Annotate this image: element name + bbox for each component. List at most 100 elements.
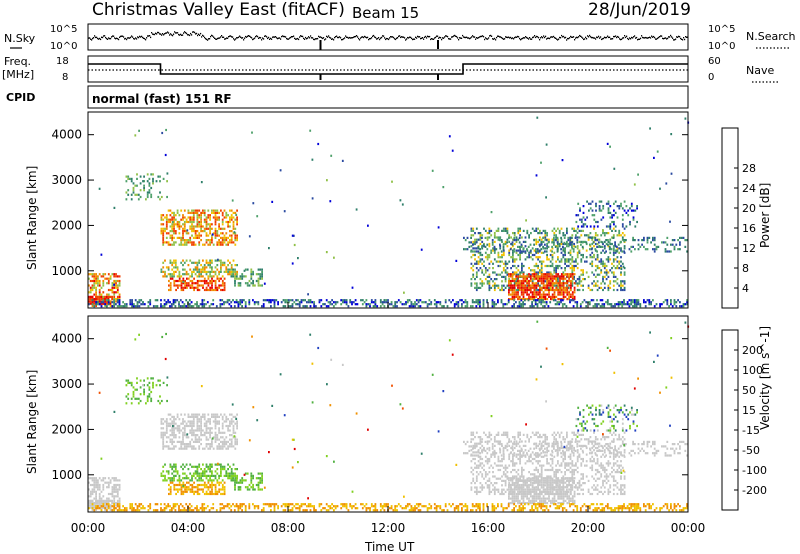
range-gate-cell [220, 227, 222, 230]
range-gate-cell [293, 243, 296, 247]
range-gate-cell [214, 483, 217, 487]
range-gate-cell [566, 279, 569, 283]
range-gate-cell [533, 253, 536, 257]
range-gate-cell [403, 303, 406, 306]
range-gate-cell [196, 288, 199, 292]
noise-point [571, 36, 573, 38]
range-gate-cell [227, 447, 229, 450]
range-gate-cell [95, 275, 97, 278]
range-gate-cell [623, 303, 625, 306]
range-gate-cell [113, 305, 115, 308]
noise-point [606, 36, 608, 39]
range-gate-cell [591, 256, 594, 259]
range-gate-cell [196, 420, 199, 423]
range-gate-cell [492, 271, 494, 274]
range-gate-cell [216, 415, 219, 418]
noise-point [687, 36, 689, 38]
range-gate-cell [591, 260, 594, 263]
range-gate-cell [570, 295, 572, 298]
range-gate-cell [200, 225, 202, 228]
range-gate-cell [220, 447, 222, 450]
range-gate-cell [521, 271, 523, 274]
range-gate-cell [493, 455, 496, 458]
noise-point [392, 36, 394, 38]
range-gate-cell [620, 273, 622, 276]
range-gate-cell [248, 284, 251, 287]
range-gate-cell [98, 298, 101, 301]
range-gate-cell [540, 293, 543, 296]
range-gate-cell [187, 241, 190, 244]
range-gate-cell [493, 271, 496, 274]
range-gate-cell [560, 236, 562, 239]
range-gate-cell [502, 288, 505, 292]
range-gate-cell [186, 488, 188, 491]
range-gate-cell [578, 229, 581, 232]
noise-point [512, 37, 514, 39]
range-gate-cell [232, 270, 235, 273]
range-gate-cell [385, 301, 388, 304]
range-gate-cell [230, 236, 233, 239]
range-gate-cell [180, 243, 183, 246]
range-gate-cell [118, 284, 121, 287]
range-gate-cell [100, 506, 103, 509]
noise-point [608, 36, 610, 39]
range-gate-cell [196, 303, 198, 306]
range-gate-cell [165, 275, 168, 278]
range-gate-cell [180, 440, 183, 443]
range-gate-cell [212, 299, 215, 302]
range-gate-cell [259, 284, 262, 287]
range-gate-cell [567, 258, 570, 261]
noise-point [107, 38, 109, 40]
range-gate-cell [515, 236, 518, 239]
noise-point [454, 34, 456, 37]
noise-point [308, 36, 310, 38]
range-gate-cell [169, 479, 172, 482]
range-gate-cell [684, 303, 687, 306]
noise-point [375, 36, 377, 39]
range-gate-cell [576, 247, 579, 250]
range-gate-cell [546, 247, 548, 250]
range-gate-cell [180, 413, 183, 416]
range-gate-cell [632, 299, 634, 302]
range-gate-cell [501, 288, 503, 292]
range-gate-cell [200, 488, 203, 491]
range-gate-cell [257, 477, 260, 480]
noise-point [672, 37, 674, 39]
range-gate-cell [306, 301, 308, 304]
noise-point [126, 38, 128, 41]
noise-point [435, 36, 437, 39]
noise-point [201, 36, 203, 38]
range-gate-cell [189, 483, 192, 487]
range-gate-cell [237, 481, 240, 484]
range-gate-cell [539, 286, 541, 289]
range-gate-cell [591, 209, 594, 212]
range-gate-cell [173, 223, 175, 226]
freq-trace [88, 63, 688, 80]
range-gate-cell [295, 303, 297, 306]
range-gate-cell [232, 445, 235, 448]
range-gate-cell [173, 225, 175, 228]
range-gate-cell [196, 483, 199, 487]
range-gate-cell [188, 303, 191, 306]
range-gate-cell [517, 291, 519, 294]
range-gate-cell [551, 250, 553, 253]
range-gate-cell [470, 305, 472, 308]
range-gate-cell [152, 305, 155, 308]
range-gate-cell [235, 477, 238, 480]
range-gate-cell [555, 271, 557, 274]
range-gate-cell [189, 259, 192, 262]
noise-point [673, 39, 675, 41]
noise-point [469, 37, 471, 40]
range-gate-cell [207, 481, 210, 484]
range-gate-cell [671, 243, 674, 246]
nsearch-label: N.Search [746, 30, 796, 43]
noise-point [572, 36, 574, 38]
range-gate-cell [621, 225, 624, 228]
range-gate-cell [594, 282, 597, 285]
range-gate-cell [605, 250, 607, 253]
range-gate-cell [543, 305, 546, 308]
noise-point [465, 36, 467, 39]
range-gate-cell [212, 209, 215, 212]
range-gate-cell [512, 238, 514, 241]
noise-point [407, 36, 409, 39]
